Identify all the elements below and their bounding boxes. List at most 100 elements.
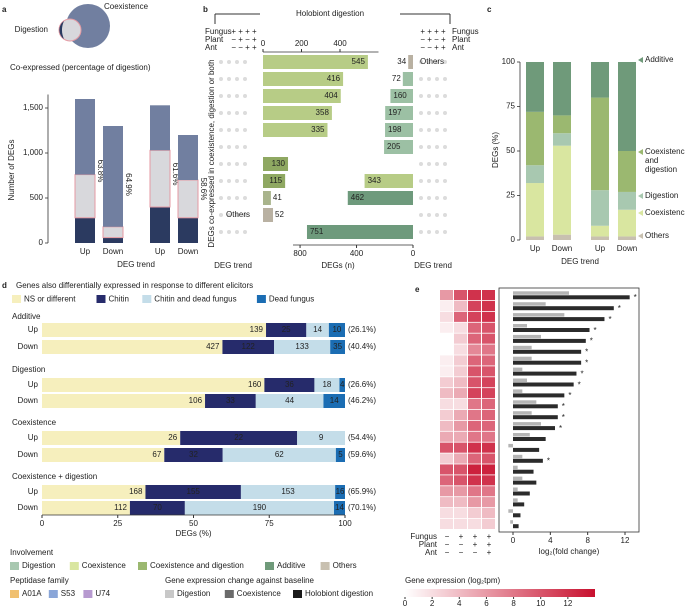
bar [513, 302, 546, 306]
bar-segment [526, 183, 544, 237]
bar [385, 106, 413, 120]
legend-label: Coexistence and digestion [150, 561, 244, 570]
bar-segment [314, 378, 340, 392]
legend-pointer [638, 57, 643, 63]
matrix-dot [435, 111, 439, 115]
heat-cell [454, 442, 467, 453]
legend-label: Additive [645, 55, 674, 64]
x-tick-label: Down [178, 247, 198, 256]
matrix-dot [219, 196, 223, 200]
bar [513, 447, 540, 452]
heat-cell [482, 322, 495, 333]
value-label: 9 [319, 433, 324, 442]
heat-cell [468, 475, 481, 486]
heat-cell [454, 300, 467, 311]
sign: − [459, 548, 464, 557]
heat-cell [482, 486, 495, 497]
heat-cell [440, 420, 453, 431]
matrix-dot [419, 179, 423, 183]
bar [513, 360, 582, 365]
sign-name: Plant [452, 35, 471, 44]
value-label: 122 [242, 342, 256, 351]
colorbar-title: Gene expression (log₂tpm) [405, 576, 500, 585]
bar-segment [150, 105, 170, 151]
matrix-dot [235, 111, 239, 115]
value-label: 70 [153, 503, 162, 512]
matrix-dot [435, 196, 439, 200]
matrix-dot [435, 162, 439, 166]
heat-cell [454, 399, 467, 410]
matrix-dot [427, 196, 431, 200]
bar [513, 458, 543, 463]
y-axis-label: DEGs co-expressed in coexistence, digest… [207, 59, 216, 247]
bar [508, 443, 513, 448]
matrix-dot [427, 111, 431, 115]
legend-swatch [224, 590, 234, 598]
significance: * [547, 457, 550, 466]
bar-segment [42, 431, 181, 445]
matrix-dot [419, 230, 423, 234]
heat-cell [482, 442, 495, 453]
legend-title: Gene expression change against baseline [165, 576, 315, 585]
significance: * [578, 380, 581, 389]
heat-cell [482, 518, 495, 529]
sign: − [445, 548, 450, 557]
matrix-dot [427, 60, 431, 64]
row-percent: (59.6%) [348, 450, 376, 459]
legend-label: Chitin [109, 295, 129, 304]
bar [513, 349, 582, 354]
matrix-dot [243, 128, 247, 132]
bar [513, 393, 565, 398]
bar-segment [103, 237, 123, 243]
x2-tick-label: 800 [293, 249, 307, 258]
value-label: 22 [234, 433, 243, 442]
matrix-dot [227, 145, 231, 149]
heat-cell [440, 311, 453, 322]
signs: − + − + [420, 35, 446, 44]
matrix-dot [243, 213, 247, 217]
other-label: Others [420, 57, 444, 66]
bar-label: 61.6% [171, 163, 180, 186]
value-label: 5 [338, 450, 343, 459]
significance: * [618, 304, 621, 313]
bar-segment [526, 111, 544, 166]
bar-segment [42, 340, 223, 354]
significance: * [562, 402, 565, 411]
bar [510, 520, 513, 524]
legend-label: S53 [61, 589, 76, 598]
value-label: 427 [206, 342, 220, 351]
matrix-dot [235, 179, 239, 183]
legend-title: Involvement [10, 548, 54, 557]
value-label: 112 [114, 503, 127, 512]
bar [513, 295, 630, 300]
matrix-dot [227, 230, 231, 234]
bar [513, 317, 605, 322]
heat-cell [440, 409, 453, 420]
bar [513, 433, 530, 437]
value-label: 41 [273, 193, 282, 202]
row-label: Up [28, 433, 39, 442]
row-percent: (70.1%) [348, 503, 376, 512]
heat-cell [482, 344, 495, 355]
group-label: Additive [12, 312, 41, 321]
sign: + [487, 548, 492, 557]
value-label: 35 [333, 342, 342, 351]
bar [513, 345, 532, 350]
sign-name: Fungus [452, 27, 479, 36]
heat-cell [440, 290, 453, 301]
legend-label: Dead fungus [269, 295, 314, 304]
bar [513, 338, 586, 343]
bar-segment [306, 323, 329, 337]
matrix-dot [419, 213, 423, 217]
value-label: 545 [352, 57, 366, 66]
heat-cell [454, 377, 467, 388]
value-label: 10 [332, 325, 341, 334]
matrix-dot [219, 60, 223, 64]
legend-swatch [10, 590, 19, 598]
bar [513, 411, 532, 415]
bar-segment [553, 234, 571, 240]
heat-cell [440, 508, 453, 519]
bar [508, 509, 513, 513]
bar-label: 64.9% [124, 173, 133, 196]
